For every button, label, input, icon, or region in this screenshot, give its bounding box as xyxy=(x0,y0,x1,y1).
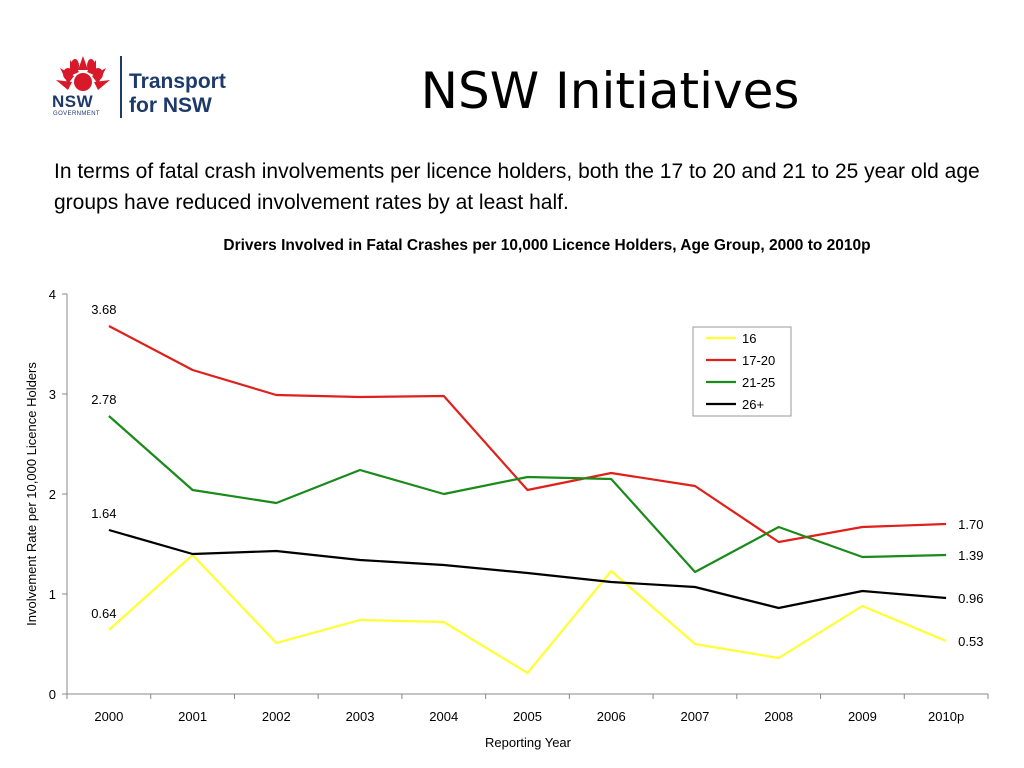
logo-government-text: GOVERNMENT xyxy=(53,111,101,117)
y-tick-label: 0 xyxy=(49,687,56,702)
x-tick-label: 2001 xyxy=(178,709,207,724)
y-tick-label: 4 xyxy=(49,287,56,302)
logo-transport-text: Transport xyxy=(129,70,226,93)
x-axis-label: Reporting Year xyxy=(485,735,572,750)
x-tick-label: 2005 xyxy=(513,709,542,724)
start-value-label: 1.64 xyxy=(91,506,116,521)
waratah-icon xyxy=(56,56,110,91)
x-tick-label: 2007 xyxy=(680,709,709,724)
end-value-label: 0.96 xyxy=(958,591,983,606)
legend-box xyxy=(692,326,792,417)
series-layer xyxy=(108,325,947,675)
legend: 16 17-20 21-25 26+ xyxy=(692,326,792,417)
legend-label-26-: 26+ xyxy=(742,397,764,412)
series-line-16 xyxy=(108,553,947,675)
x-tick-label: 2000 xyxy=(94,709,123,724)
logo-nsw-text: NSW xyxy=(52,92,94,111)
axes: 0 1 2 3 4 2000 2001 2002 2003 2004 2005 2006 2007 200… xyxy=(49,287,989,724)
series-line-26- xyxy=(108,528,947,610)
x-tick-label: 2010p xyxy=(928,709,964,724)
legend-label-17-20: 17-20 xyxy=(742,353,775,368)
y-tick-label: 1 xyxy=(49,587,56,602)
end-value-label: 1.70 xyxy=(958,517,983,532)
series-line-21-25 xyxy=(108,415,947,574)
chart-title: Drivers Involved in Fatal Crashes per 10… xyxy=(223,237,870,254)
x-tick-label: 2004 xyxy=(429,709,458,724)
start-value-label: 3.68 xyxy=(91,302,116,317)
x-tick-label: 2008 xyxy=(764,709,793,724)
y-tick-label: 2 xyxy=(49,487,56,502)
start-value-label: 2.78 xyxy=(91,392,116,407)
intro-text: In terms of fatal crash involvements per… xyxy=(54,160,980,214)
y-axis-label: Involvement Rate per 10,000 Licence Hold… xyxy=(24,362,39,626)
end-value-label: 1.39 xyxy=(958,548,983,563)
x-tick-label: 2006 xyxy=(597,709,626,724)
series-line-17-20 xyxy=(108,325,947,544)
transport-nsw-logo xyxy=(48,52,238,122)
data-labels: 0.64 0.53 3.68 1.70 2.78 1.39 1.64 0.96 xyxy=(91,302,983,649)
slide-title: NSW Initiatives xyxy=(420,62,800,120)
legend-label-21-25: 21-25 xyxy=(742,375,775,390)
y-tick-label: 3 xyxy=(49,387,56,402)
logo-for-nsw-text: for NSW xyxy=(129,94,212,117)
x-tick-label: 2002 xyxy=(262,709,291,724)
end-value-label: 0.53 xyxy=(958,634,983,649)
start-value-label: 0.64 xyxy=(91,606,116,621)
logo-divider xyxy=(120,56,122,118)
x-tick-label: 2003 xyxy=(346,709,375,724)
x-tick-label: 2009 xyxy=(848,709,877,724)
legend-label-16: 16 xyxy=(742,331,756,346)
